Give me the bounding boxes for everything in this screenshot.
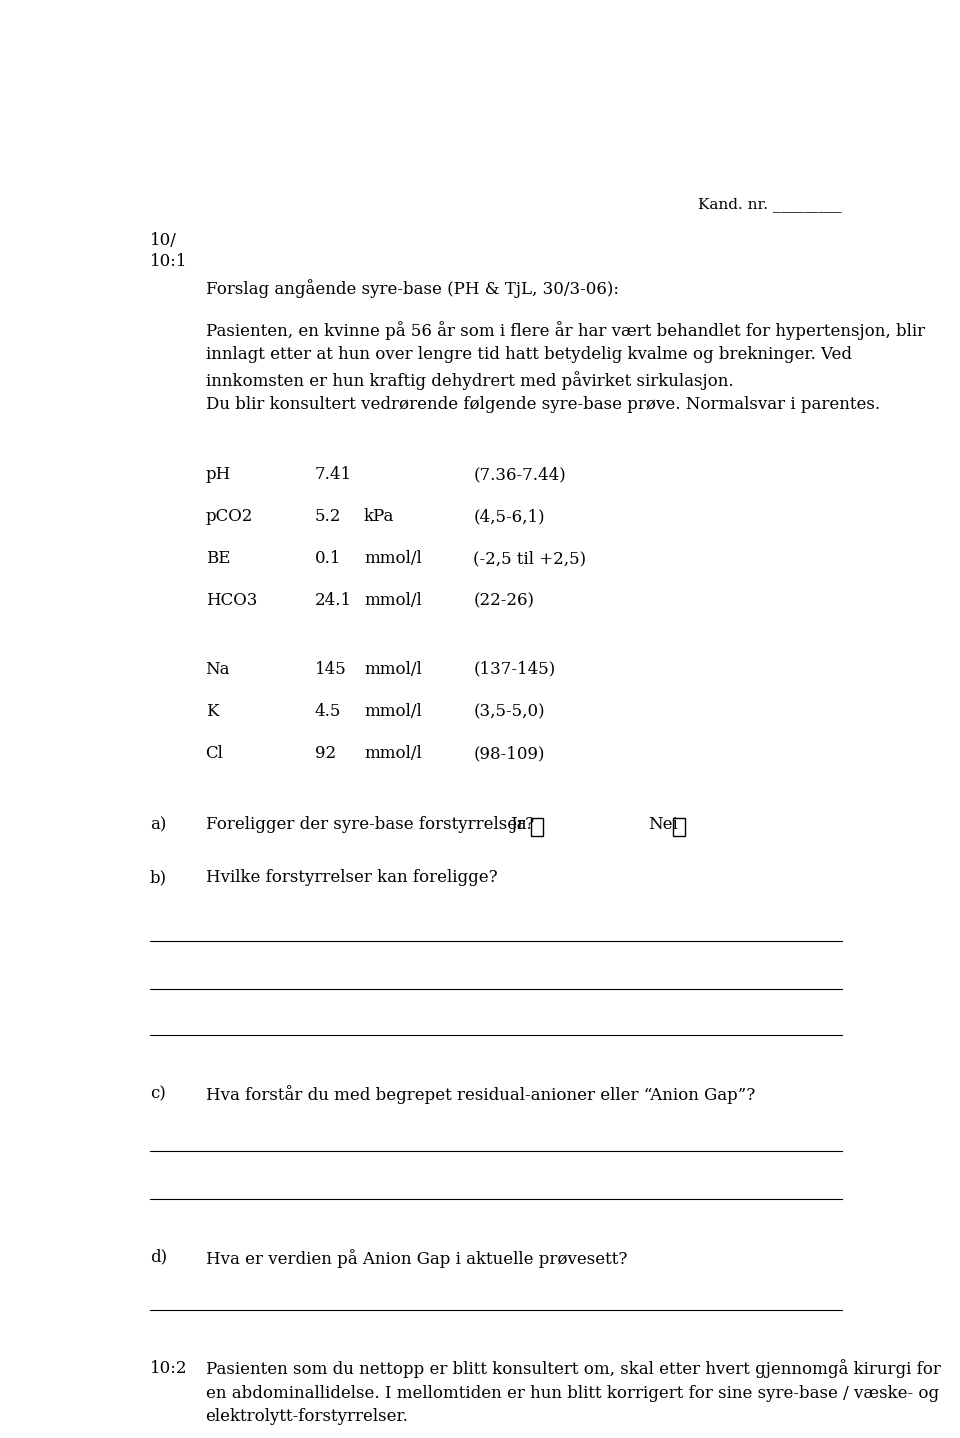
Text: 10/: 10/ [150,233,177,249]
Text: Hvilke forstyrrelser kan foreligge?: Hvilke forstyrrelser kan foreligge? [205,869,497,886]
Bar [531,818,542,835]
Text: Nei: Nei [648,815,678,833]
Text: Na: Na [205,661,230,677]
Text: Cl: Cl [205,745,224,762]
Text: pCO2: pCO2 [205,508,252,525]
Text: Foreligger der syre-base forstyrrelser?: Foreligger der syre-base forstyrrelser? [205,815,534,833]
Text: 145: 145 [315,661,347,677]
Text: 10:1: 10:1 [150,253,187,270]
Bar [673,818,684,835]
Text: BE: BE [205,551,230,567]
Text: (7.36-7.44): (7.36-7.44) [473,466,566,483]
Text: (22-26): (22-26) [473,592,535,610]
Text: c): c) [150,1084,166,1102]
Text: a): a) [150,815,166,833]
Text: 92: 92 [315,745,336,762]
Text: 24.1: 24.1 [315,592,352,610]
Text: 5.2: 5.2 [315,508,342,525]
Text: mmol/l: mmol/l [364,661,421,677]
Text: 10:2: 10:2 [150,1359,187,1376]
Text: HCO3: HCO3 [205,592,257,610]
Text: 7.41: 7.41 [315,466,352,483]
Text: (-2,5 til +2,5): (-2,5 til +2,5) [473,551,587,567]
Text: mmol/l: mmol/l [364,745,421,762]
Text: pH: pH [205,466,230,483]
Text: Pasienten som du nettopp er blitt konsultert om, skal etter hvert gjennomgå kiru: Pasienten som du nettopp er blitt konsul… [205,1359,941,1425]
Text: Kand. nr. _________: Kand. nr. _________ [698,197,842,211]
Text: (98-109): (98-109) [473,745,545,762]
Text: mmol/l: mmol/l [364,703,421,720]
Text: d): d) [150,1248,167,1265]
Text: (4,5-6,1): (4,5-6,1) [473,508,545,525]
Text: Forslag angående syre-base (PH & TjL, 30/3-06):: Forslag angående syre-base (PH & TjL, 30… [205,279,618,298]
Text: Hva forstår du med begrepet residual-anioner eller “Anion Gap”?: Hva forstår du med begrepet residual-ani… [205,1084,755,1104]
Text: mmol/l: mmol/l [364,592,421,610]
Text: b): b) [150,869,167,886]
Text: kPa: kPa [364,508,395,525]
Text: Ja: Ja [511,815,527,833]
Text: K: K [205,703,218,720]
Text: 4.5: 4.5 [315,703,342,720]
Text: Hva er verdien på Anion Gap i aktuelle prøvesett?: Hva er verdien på Anion Gap i aktuelle p… [205,1248,627,1268]
Text: Pasienten, en kvinne på 56 år som i flere år har vært behandlet for hypertensjon: Pasienten, en kvinne på 56 år som i fler… [205,321,924,413]
Text: (137-145): (137-145) [473,661,556,677]
Text: (3,5-5,0): (3,5-5,0) [473,703,545,720]
Text: mmol/l: mmol/l [364,551,421,567]
Text: 0.1: 0.1 [315,551,342,567]
